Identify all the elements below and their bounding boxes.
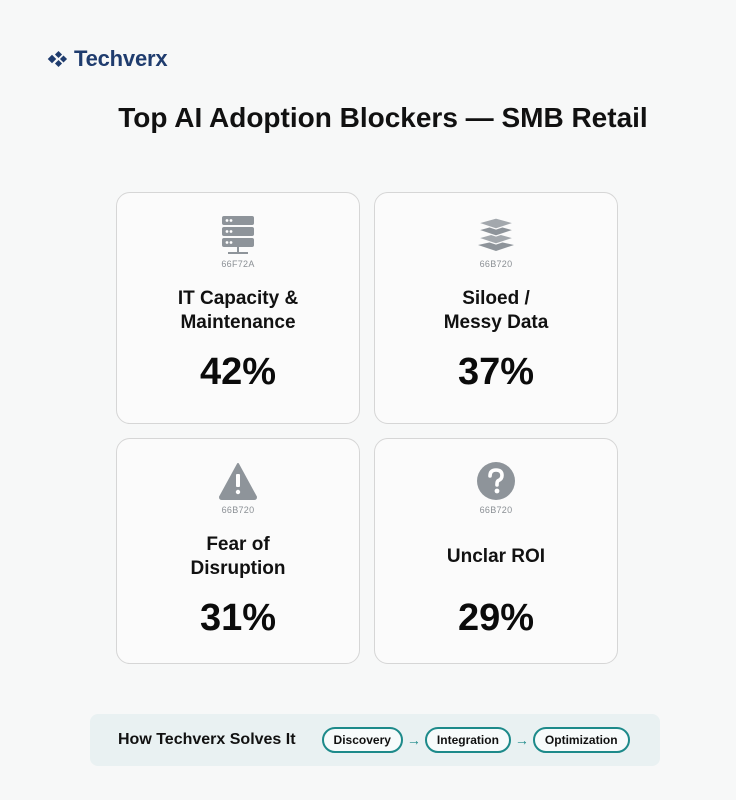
arrow-right-icon: → [514, 732, 529, 748]
blocker-percentage: 42% [199, 351, 277, 393]
icon-color-code: 66F72A [221, 259, 255, 269]
icon-color-code: 66B720 [221, 505, 255, 515]
techverx-logo-icon [47, 50, 68, 68]
layers-icon [476, 215, 516, 255]
server-icon [218, 215, 258, 255]
step-integration: Integration [424, 727, 511, 753]
blockers-grid: 66F72A IT Capacity & Maintenance 42% 66B… [116, 192, 618, 664]
solution-banner: How Techverx Solves It Discovery → Integ… [90, 714, 660, 766]
blocker-label: Unclar ROI [447, 533, 545, 581]
blocker-label-line: Disruption [190, 558, 286, 579]
blocker-card-unclear-roi: 66B720 Unclar ROI 29% [374, 438, 618, 664]
page-title: Top AI Adoption Blockers — SMB Retail [118, 102, 648, 133]
icon-color-code: 66B720 [479, 259, 513, 269]
solution-steps: Discovery → Integration → Optimization [321, 727, 630, 753]
blocker-label-line: Siloed / [462, 288, 530, 309]
blocker-label-line: Fear of [206, 534, 270, 555]
arrow-right-icon: → [406, 732, 421, 748]
icon-color-code: 66B720 [479, 505, 513, 515]
blocker-card-siloed-data: 66B720 Siloed / Messy Data 37% [374, 192, 618, 424]
step-discovery: Discovery [321, 727, 403, 753]
blocker-percentage: 37% [457, 351, 535, 393]
warning-icon [218, 461, 258, 501]
blocker-label-line: Maintenance [180, 312, 296, 333]
brand-logo: Techverx [46, 46, 168, 72]
blocker-percentage: 29% [457, 597, 535, 639]
blocker-card-fear-of-disruption: 66B720 Fear of Disruption 31% [116, 438, 360, 664]
brand-name: Techverx [74, 46, 168, 71]
blocker-label: Siloed / Messy Data [444, 287, 549, 335]
blocker-card-it-capacity: 66F72A IT Capacity & Maintenance 42% [116, 192, 360, 424]
solution-title: How Techverx Solves It [118, 731, 296, 748]
question-icon [476, 461, 516, 501]
blocker-label-line: Unclar ROI [446, 546, 546, 567]
blocker-label: Fear of Disruption [191, 533, 286, 581]
blocker-percentage: 31% [199, 597, 277, 639]
blocker-label-line: IT Capacity & [177, 288, 299, 309]
blocker-label-line: Messy Data [443, 312, 549, 333]
step-optimization: Optimization [532, 727, 630, 753]
blocker-label: IT Capacity & Maintenance [178, 287, 298, 335]
